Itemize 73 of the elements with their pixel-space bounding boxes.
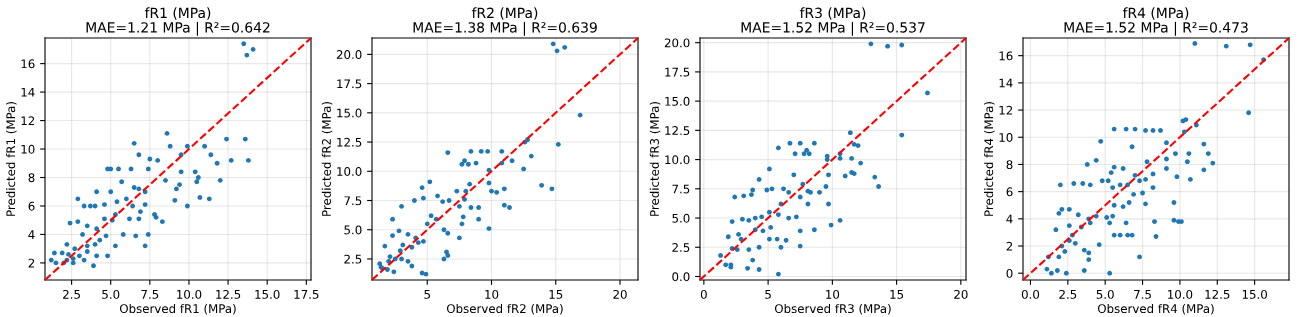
y-tick-label: 12 bbox=[21, 116, 35, 126]
chart-subtitle: MAE=1.52 MPa | R²=0.473 bbox=[1064, 21, 1248, 36]
chart-title: fR1 (MPa) bbox=[144, 7, 211, 20]
chart-title: fR4 (MPa) bbox=[1122, 7, 1189, 20]
y-tick-label: 4 bbox=[28, 230, 35, 239]
y-axis-title: Predicted fR3 (MPa) bbox=[649, 102, 661, 216]
x-tick-label: 5 bbox=[424, 290, 430, 299]
x-axis-title: Observed fR2 (MPa) bbox=[446, 303, 563, 315]
y-tick-label: 0.0 bbox=[672, 272, 690, 282]
x-tick-label: 20 bbox=[954, 289, 968, 299]
x-tick-label: 7.5 bbox=[1134, 290, 1151, 299]
y-tick-label: 5.0 bbox=[672, 213, 690, 223]
chart-subtitle: MAE=1.21 MPa | R²=0.642 bbox=[86, 21, 270, 36]
y-tick-label: 14 bbox=[999, 78, 1013, 88]
chart-title: fR2 (MPa) bbox=[471, 7, 538, 20]
x-tick-label: 20 bbox=[613, 289, 627, 299]
x-tick-label: 17.5 bbox=[294, 290, 319, 299]
y-tick-label: 5.0 bbox=[344, 225, 362, 235]
x-tick-label: 0 bbox=[700, 289, 707, 299]
chart-subtitle: MAE=1.52 MPa | R²=0.537 bbox=[741, 21, 925, 36]
y-tick-label: 6 bbox=[28, 201, 35, 211]
y-tick-label: 20.0 bbox=[336, 50, 362, 60]
x-tick-label: 15.0 bbox=[1242, 289, 1267, 299]
x-tick-label: 10 bbox=[485, 289, 499, 299]
x-tick-label: 10 bbox=[826, 289, 840, 299]
x-tick-label: 15.0 bbox=[255, 289, 280, 299]
y-tick-label: 17.5 bbox=[665, 67, 690, 77]
y-tick-label: 6 bbox=[1006, 187, 1013, 197]
y-tick-label: 10.0 bbox=[665, 155, 690, 165]
x-tick-label: 2.5 bbox=[63, 289, 80, 299]
y-tick-label: 10.0 bbox=[337, 167, 362, 176]
y-tick-label: 14 bbox=[21, 87, 35, 97]
x-tick-label: 15 bbox=[890, 290, 904, 299]
y-axis-title: Predicted fR4 (MPa) bbox=[984, 102, 995, 216]
x-axis-title: Observed fR1 (MPa) bbox=[119, 303, 236, 315]
y-tick-label: 10 bbox=[21, 144, 35, 154]
chart-title: fR3 (MPa) bbox=[799, 7, 866, 20]
x-tick-label: 12.5 bbox=[216, 289, 241, 299]
y-tick-label: 16 bbox=[999, 51, 1013, 61]
y-tick-label: 2 bbox=[1006, 241, 1013, 251]
y-axis-title: Predicted fR1 (MPa) bbox=[6, 102, 17, 216]
y-tick-label: 17.5 bbox=[337, 79, 362, 89]
y-axis-title: Predicted fR2 (MPa) bbox=[321, 102, 333, 216]
x-tick-label: 5.0 bbox=[102, 289, 120, 299]
x-tick-label: 10.0 bbox=[1168, 289, 1193, 299]
chart-subtitle: MAE=1.38 MPa | R²=0.639 bbox=[413, 21, 597, 36]
x-tick-label: 7.5 bbox=[141, 290, 159, 299]
y-tick-label: 8 bbox=[1006, 160, 1013, 170]
y-tick-label: 2.5 bbox=[344, 254, 362, 264]
x-tick-label: 10.0 bbox=[177, 289, 202, 299]
y-tick-label: 7.5 bbox=[672, 184, 690, 194]
x-tick-label: 0.0 bbox=[1021, 289, 1040, 299]
x-tick-label: 15 bbox=[549, 290, 563, 299]
y-tick-label: 12.5 bbox=[665, 126, 690, 136]
y-tick-label: 12 bbox=[999, 105, 1013, 115]
y-tick-label: 7.5 bbox=[344, 196, 362, 206]
y-tick-label: 2 bbox=[28, 258, 35, 268]
x-tick-label: 5 bbox=[765, 290, 771, 299]
x-tick-label: 2.5 bbox=[1059, 289, 1077, 299]
x-axis-title: Observed fR3 (MPa) bbox=[774, 303, 891, 315]
y-tick-label: 12.5 bbox=[337, 137, 362, 147]
x-axis-title: Observed fR4 (MPa) bbox=[1097, 303, 1214, 315]
y-tick-label: 4 bbox=[1006, 214, 1013, 224]
y-tick-label: 15.0 bbox=[337, 108, 362, 118]
y-tick-label: 8 bbox=[28, 173, 35, 183]
y-tick-label: 2.5 bbox=[672, 242, 690, 252]
y-tick-label: 16 bbox=[21, 59, 35, 69]
y-tick-label: 15.0 bbox=[665, 96, 690, 106]
y-tick-label: 20.0 bbox=[664, 38, 690, 48]
y-tick-label: 0 bbox=[1006, 268, 1013, 278]
x-tick-label: 12.5 bbox=[1205, 289, 1230, 299]
x-tick-label: 5.0 bbox=[1096, 289, 1114, 299]
y-tick-label: 10 bbox=[999, 132, 1013, 142]
